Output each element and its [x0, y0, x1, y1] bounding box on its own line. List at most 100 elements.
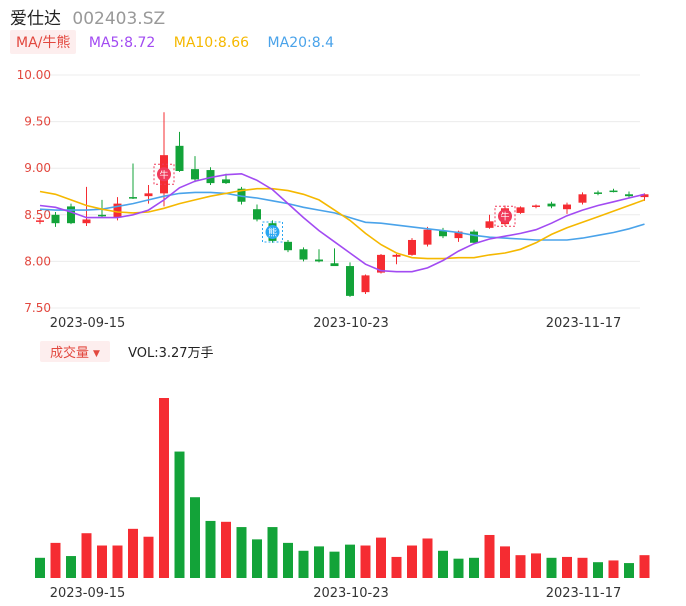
candle-body: [315, 259, 323, 262]
candle-body: [377, 254, 385, 273]
marker-dot: [498, 209, 512, 224]
volume-bar: [515, 555, 526, 578]
signal-marker: 牛: [494, 205, 516, 227]
ma10-label: MA10:8.66: [173, 35, 250, 51]
volume-bar: [221, 521, 231, 578]
indicator-selector[interactable]: MA/牛熊: [10, 30, 77, 54]
volume-selector[interactable]: 成交量 ▼: [40, 341, 110, 362]
volume-bar: [391, 556, 402, 578]
candle-body: [98, 214, 106, 217]
candle-body: [392, 254, 401, 257]
dropdown-caret-icon: ▼: [93, 349, 100, 359]
volume-bar: [639, 555, 650, 578]
candle-body: [408, 239, 416, 255]
candle-body: [222, 179, 230, 184]
volume-bar: [97, 545, 107, 578]
x-tick-label: 2023-11-17: [546, 316, 622, 331]
candle-body: [237, 188, 246, 202]
volume-bar: [236, 527, 247, 578]
volume-bar: [190, 497, 200, 578]
volume-bar: [469, 557, 479, 578]
stock-header: 爱仕达 002403.SZ: [10, 4, 165, 29]
candle-body: [361, 275, 370, 293]
y-tick-label: 8.00: [24, 254, 51, 268]
volume-bar: [624, 563, 634, 578]
candle-body: [51, 214, 60, 224]
volume-value: VOL:3.27万手: [128, 346, 214, 361]
x-tick-label: 2023-10-23: [313, 316, 389, 331]
marker-dot: [157, 167, 171, 182]
volume-bar: [66, 556, 76, 578]
y-tick-label: 8.50: [24, 208, 51, 222]
volume-bar: [376, 537, 386, 578]
volume-bar: [500, 546, 510, 578]
candle-body: [609, 190, 618, 193]
x-tick-label: 2023-09-15: [50, 316, 126, 331]
candle-body: [516, 207, 525, 213]
candle-body: [594, 192, 602, 194]
volume-bar: [50, 542, 61, 578]
ma20-label: MA20:8.4: [267, 35, 334, 51]
volume-bar: [205, 520, 216, 578]
volume-bar: [438, 550, 448, 578]
volume-bar: [407, 545, 417, 578]
candle-body: [439, 230, 447, 237]
marker-label: 熊: [268, 227, 277, 239]
candle-body: [485, 221, 494, 228]
candle-body: [547, 203, 556, 207]
candle-body: [36, 220, 44, 222]
volume-bar: [174, 451, 185, 578]
volume-tag-text: 成交量: [50, 346, 90, 361]
volume-bar: [546, 557, 557, 578]
volume-bar: [531, 553, 541, 578]
candle-body: [129, 197, 137, 199]
volume-bar: [360, 545, 371, 578]
candle-body: [532, 205, 540, 207]
volume-bar: [298, 550, 309, 578]
volume-bar: [267, 527, 278, 578]
candle-body: [578, 194, 587, 203]
y-tick-label: 9.00: [24, 161, 51, 175]
candle-body: [299, 249, 308, 260]
candle-body: [625, 194, 633, 197]
marker-frame: [262, 221, 283, 243]
volume-bar: [345, 544, 355, 578]
x-tick-label: 2023-11-17: [546, 586, 622, 601]
candle-body: [113, 203, 122, 218]
candle-body: [563, 204, 571, 210]
candle-body: [144, 193, 153, 197]
marker-frame: [494, 205, 516, 227]
volume-bar: [593, 562, 603, 578]
marker-frame: [153, 163, 175, 185]
volume-bar: [484, 534, 495, 578]
ma5-line: [39, 172, 645, 273]
marker-label: 牛: [159, 169, 168, 181]
candle-body: [330, 263, 339, 267]
candle-body: [284, 241, 292, 251]
volume-bar: [314, 546, 324, 578]
y-tick-label: 7.50: [24, 301, 51, 315]
marker-label: 牛: [500, 211, 509, 223]
volume-bar: [577, 557, 588, 578]
volume-bar: [81, 533, 92, 578]
volume-bar: [128, 528, 138, 578]
volume-bar: [252, 539, 262, 578]
volume-bar: [562, 556, 572, 578]
x-tick-label: 2023-09-15: [50, 586, 126, 601]
volume-bar: [329, 551, 340, 578]
volume-bar: [453, 558, 464, 578]
candle-body: [206, 170, 215, 184]
candle-body: [253, 209, 261, 220]
y-tick-label: 9.50: [24, 115, 51, 129]
candle-body: [67, 206, 75, 224]
volume-bar: [283, 542, 293, 578]
signal-marker: 牛: [153, 163, 175, 185]
volume-bar: [608, 560, 619, 578]
ma5-label: MA5:8.72: [88, 35, 156, 51]
y-tick-label: 10.00: [17, 68, 51, 82]
candle-body: [82, 219, 91, 224]
candle-body: [454, 231, 463, 239]
indicator-legend: MA/牛熊 MA5:8.72 MA10:8.66 MA20:8.4: [10, 30, 334, 54]
volume-bar: [159, 398, 169, 578]
